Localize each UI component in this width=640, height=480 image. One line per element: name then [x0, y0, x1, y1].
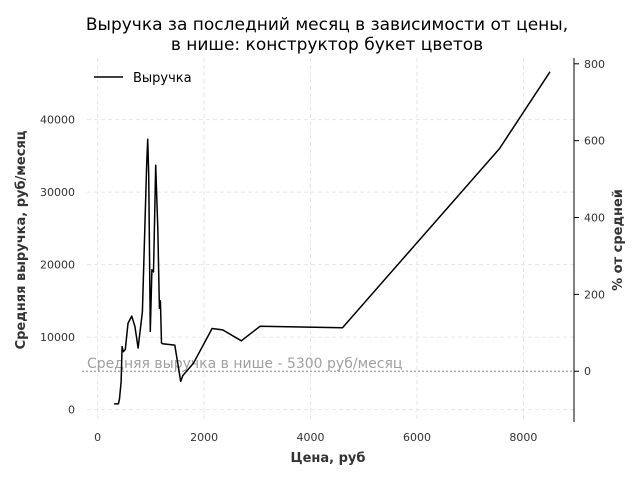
- x-tick-label: 0: [94, 431, 101, 444]
- y-axis-label: Средняя выручка, руб/месяц: [14, 130, 29, 349]
- y-tick-label: 30000: [40, 186, 75, 199]
- x-axis-ticks: 0 2000 4000 6000 8000: [94, 431, 537, 444]
- x-tick-label: 2000: [190, 431, 218, 444]
- y2-tick-label: 0: [584, 365, 591, 378]
- x-tick-label: 4000: [297, 431, 325, 444]
- legend-label: Выручка: [133, 71, 192, 86]
- y2-tick-label: 400: [584, 212, 605, 225]
- chart-title-line-2: в нише: конструктор букет цветов: [171, 35, 483, 55]
- grid-lines: [87, 58, 574, 422]
- y2-axis-ticks: 0 200 400 600 800: [574, 58, 605, 378]
- legend: Выручка: [94, 71, 192, 86]
- y2-tick-label: 800: [584, 58, 605, 71]
- series-line: [114, 71, 551, 405]
- y-tick-label: 0: [68, 404, 75, 417]
- reference-line-label: Средняя выручка в нише - 5300 руб/месяц: [87, 356, 402, 372]
- y-tick-label: 40000: [40, 114, 75, 127]
- series-group: [114, 71, 551, 405]
- y-tick-label: 10000: [40, 331, 75, 344]
- x-tick-label: 6000: [403, 431, 431, 444]
- y2-axis-label: % от средней: [611, 189, 626, 291]
- y-tick-label: 20000: [40, 259, 75, 272]
- reference-line-group: Средняя выручка в нише - 5300 руб/месяц: [82, 356, 574, 372]
- y2-tick-label: 600: [584, 135, 605, 148]
- y2-tick-label: 200: [584, 288, 605, 301]
- y-axis-ticks: 0 10000 20000 30000 40000: [40, 114, 75, 417]
- x-tick-label: 8000: [509, 431, 537, 444]
- x-axis-label: Цена, руб: [291, 451, 366, 466]
- chart-title-line-1: Выручка за последний месяц в зависимости…: [86, 15, 568, 35]
